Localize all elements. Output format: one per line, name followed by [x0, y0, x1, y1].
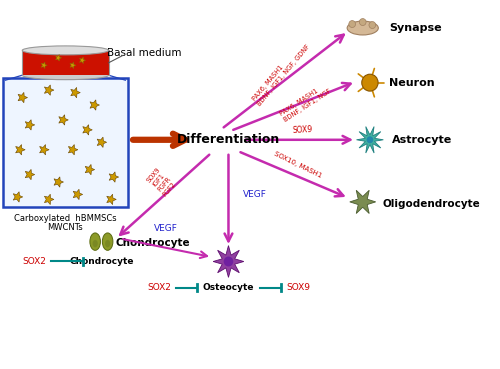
- Circle shape: [224, 256, 234, 266]
- Polygon shape: [40, 145, 49, 155]
- Circle shape: [349, 21, 356, 28]
- Ellipse shape: [105, 240, 110, 247]
- Text: Astrocyte: Astrocyte: [392, 135, 452, 145]
- Text: SOX9: SOX9: [286, 283, 310, 292]
- Text: VEGF: VEGF: [154, 224, 178, 233]
- Text: Differentiation: Differentiation: [177, 133, 280, 146]
- Polygon shape: [97, 137, 106, 148]
- Ellipse shape: [102, 233, 113, 250]
- Polygon shape: [70, 62, 76, 69]
- FancyBboxPatch shape: [3, 78, 128, 207]
- Text: SOX10, MASH1: SOX10, MASH1: [273, 151, 323, 179]
- Polygon shape: [350, 190, 376, 214]
- Polygon shape: [213, 246, 244, 277]
- Polygon shape: [59, 115, 69, 125]
- Text: SOX2: SOX2: [147, 283, 171, 292]
- Polygon shape: [13, 192, 23, 202]
- Text: PAX6, MASH1
BDNF, IGF1, NGF: PAX6, MASH1 BDNF, IGF1, NGF: [278, 82, 332, 123]
- Polygon shape: [73, 189, 83, 200]
- Text: SOX9: SOX9: [292, 125, 313, 135]
- Polygon shape: [71, 87, 81, 98]
- Text: Carboxylated  hBMMSCs: Carboxylated hBMMSCs: [14, 214, 117, 223]
- Ellipse shape: [90, 233, 101, 250]
- Circle shape: [366, 136, 374, 143]
- Text: Synapse: Synapse: [389, 23, 442, 33]
- Circle shape: [360, 18, 366, 25]
- Polygon shape: [25, 169, 34, 180]
- Ellipse shape: [92, 240, 98, 247]
- Text: Chondrocyte: Chondrocyte: [69, 257, 134, 266]
- Text: SOX2: SOX2: [22, 257, 46, 266]
- Circle shape: [362, 74, 378, 91]
- Polygon shape: [90, 100, 100, 110]
- Polygon shape: [41, 62, 47, 69]
- Ellipse shape: [22, 71, 108, 80]
- Polygon shape: [18, 92, 28, 103]
- Polygon shape: [82, 125, 92, 135]
- Polygon shape: [54, 177, 64, 187]
- Polygon shape: [25, 120, 34, 130]
- Text: PAX6, MASH1
BDNF, IGF1, NGF, GDNF: PAX6, MASH1 BDNF, IGF1, NGF, GDNF: [251, 39, 311, 107]
- Polygon shape: [44, 194, 54, 204]
- Text: Oligodendrocyte: Oligodendrocyte: [383, 199, 480, 209]
- Polygon shape: [106, 194, 117, 204]
- Text: VEGF: VEGF: [243, 190, 266, 199]
- Circle shape: [369, 21, 376, 28]
- Polygon shape: [85, 165, 94, 175]
- Ellipse shape: [347, 21, 378, 35]
- Text: Chondrocyte: Chondrocyte: [116, 238, 190, 248]
- Text: Neuron: Neuron: [389, 77, 434, 88]
- Polygon shape: [80, 57, 86, 63]
- Polygon shape: [44, 85, 54, 95]
- Text: Osteocyte: Osteocyte: [202, 283, 254, 292]
- Polygon shape: [68, 145, 78, 155]
- Text: Basal medium: Basal medium: [108, 48, 182, 58]
- Polygon shape: [56, 55, 62, 61]
- Text: SOX9
IGF1
FGFR
FGF2: SOX9 IGF1 FGFR FGF2: [146, 166, 178, 197]
- FancyBboxPatch shape: [22, 51, 108, 75]
- Polygon shape: [16, 145, 25, 155]
- Ellipse shape: [22, 46, 108, 55]
- Polygon shape: [356, 127, 384, 153]
- Polygon shape: [109, 172, 118, 182]
- Text: MWCNTs: MWCNTs: [48, 223, 84, 232]
